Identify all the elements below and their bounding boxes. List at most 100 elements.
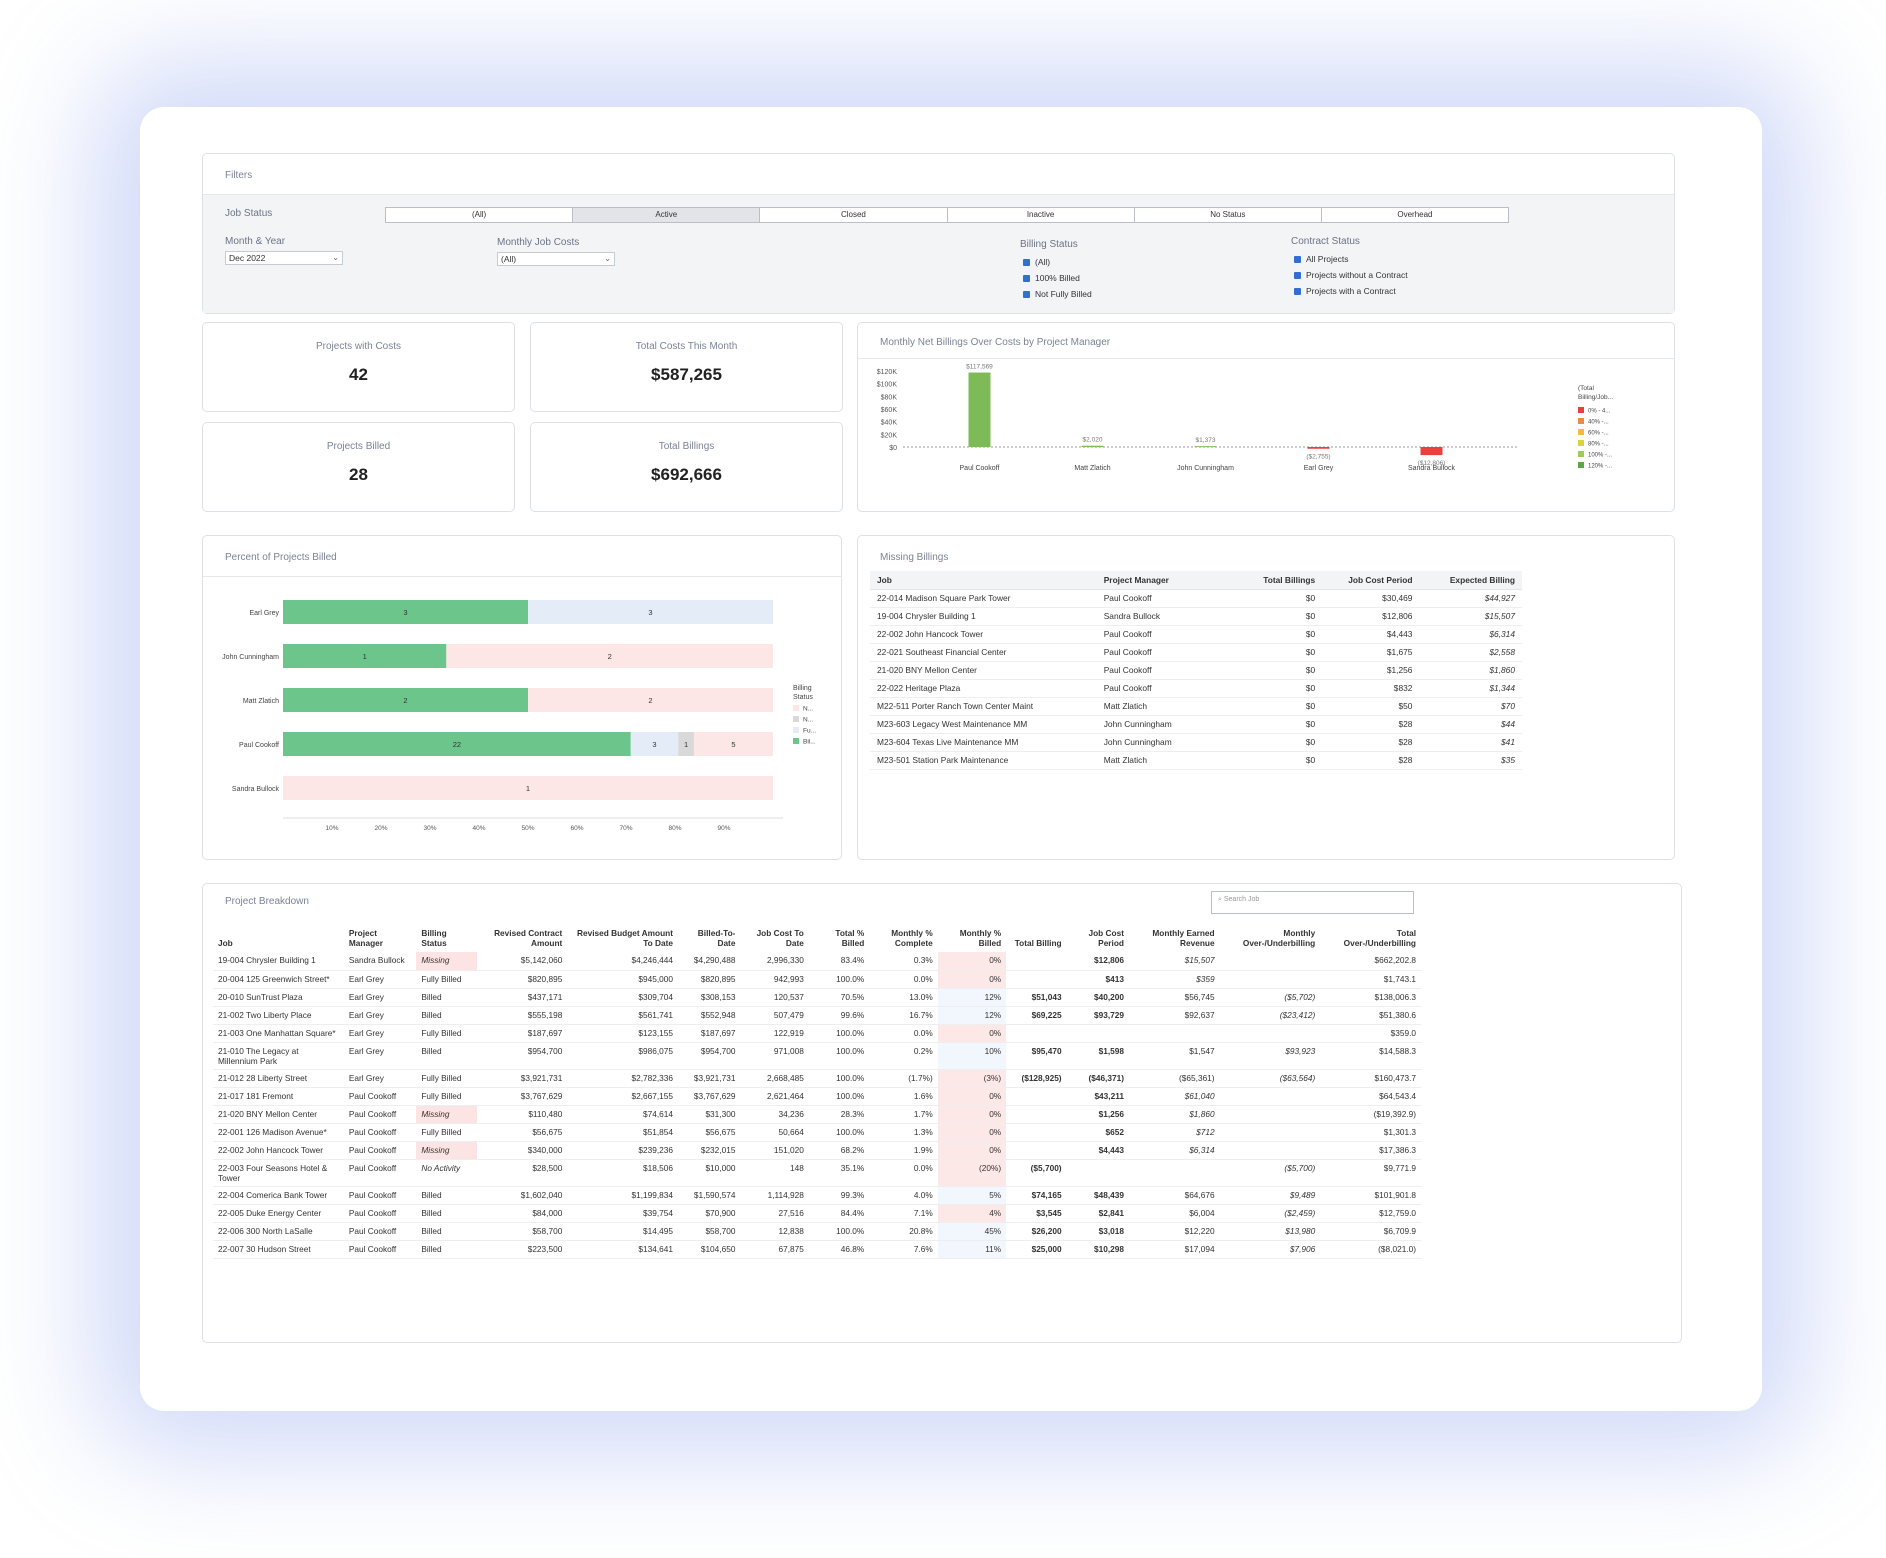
column-header[interactable]: Revised Contract Amount [494,928,563,948]
table-row[interactable]: 22-022 Heritage Plaza Paul Cookoff $0 $832 $… [870,679,1522,698]
column-header[interactable]: Monthly Over-/Underbilling [1242,928,1316,948]
bar-segment[interactable] [678,732,694,756]
bar[interactable] [968,372,991,447]
table-cell: $3,018 [1066,1222,1129,1241]
table-row[interactable]: 22-005 Duke Energy Center Paul Cookoff Bil… [213,1204,1421,1223]
table-row[interactable]: 19-004 Chrysler Building 1 Sandra Bullock… [213,952,1421,971]
bar-segment[interactable] [528,600,773,624]
column-header[interactable]: Revised Budget Amount To Date [576,928,674,948]
billing-status-checkbox-not-fully[interactable]: Not Fully Billed [1023,289,1092,299]
table-cell: ($65,361) [1128,1069,1220,1088]
contract-status-checkbox-all[interactable]: All Projects [1294,254,1349,264]
bar[interactable] [1420,447,1443,456]
data-label: ($12,806) [1418,460,1446,467]
bar[interactable] [1081,445,1104,447]
table-row[interactable]: 20-010 SunTrust Plaza Earl Grey Billed $437… [213,988,1421,1007]
bar-segment[interactable] [693,732,773,756]
table-row[interactable]: 22-021 Southeast Financial Center Paul Co… [870,643,1522,662]
column-header[interactable]: Total Billing [1014,938,1062,948]
table-row[interactable]: M23-603 Legacy West Maintenance MM John C… [870,715,1522,734]
column-header[interactable]: Job Cost To Date [756,928,804,948]
table-row[interactable]: 22-006 300 North LaSalle Paul Cookoff Bill… [213,1222,1421,1241]
job-status-option-inactive[interactable]: Inactive [948,208,1135,222]
column-header[interactable]: Job Cost Period [1088,928,1124,948]
table-cell: Paul Cookoff [343,1159,417,1187]
table-row[interactable]: 21-020 BNY Mellon Center Paul Cookoff $0 $1… [870,661,1522,680]
table-row[interactable]: 22-001 126 Madison Avenue* Paul Cookoff Fu… [213,1123,1421,1142]
column-header[interactable]: Project Manager [1096,571,1234,590]
column-header[interactable]: Job [870,571,1097,590]
table-cell: 0% [937,952,1007,971]
column-header[interactable]: Expected Billing [1419,571,1522,590]
job-status-option-closed[interactable]: Closed [760,208,948,222]
bar-segment[interactable] [528,688,773,712]
table-cell: ($5,702) [1219,988,1321,1007]
table-row[interactable]: 22-002 John Hancock Tower Paul Cookoff $0 $… [870,625,1522,644]
table-cell: Earl Grey [343,988,417,1007]
table-row[interactable]: 22-007 30 Hudson Street Paul Cookoff Bille… [213,1240,1421,1259]
bar[interactable] [1307,447,1330,449]
column-header[interactable]: Total Billings [1233,571,1323,590]
column-header[interactable]: Project Manager [348,928,383,948]
column-header[interactable]: Billing Status [421,928,447,948]
table-cell: $0 [1233,715,1323,734]
search-icon: ⌕ [1218,896,1222,903]
legend-title: Billing [793,685,812,692]
table-row[interactable]: 22-002 John Hancock Tower Paul Cookoff Mis… [213,1141,1421,1160]
table-row[interactable]: 22-003 Four Seasons Hotel & Tower Paul Co… [213,1159,1421,1187]
checkbox-label: (All) [1035,257,1051,267]
table-cell: $44 [1419,715,1522,734]
contract-status-checkbox-without[interactable]: Projects without a Contract [1294,270,1408,280]
bar-segment[interactable] [283,732,631,756]
bar-segment[interactable] [446,644,773,668]
table-cell: 22-003 Four Seasons Hotel & Tower [213,1159,344,1187]
column-header[interactable]: Job Cost Period [1322,571,1420,590]
job-status-option-active[interactable]: Active [573,208,761,222]
billing-status-checkbox-all[interactable]: (All) [1023,257,1050,267]
job-status-option-no-status[interactable]: No Status [1135,208,1322,222]
table-row[interactable]: 20-004 125 Greenwich Street* Earl Grey Ful… [213,970,1421,989]
bar-segment[interactable] [283,644,447,668]
table-row[interactable]: 21-003 One Manhattan Square* Earl Grey Ful… [213,1024,1421,1043]
net-billings-chart-title: Monthly Net Billings Over Costs by Proje… [880,337,1111,348]
x-tick-label: 20% [374,825,387,832]
table-row[interactable]: 21-012 28 Liberty Street Earl Grey Fully B… [213,1069,1421,1088]
table-cell: 100.0% [808,1222,870,1241]
job-status-option-all[interactable]: (All) [386,208,574,222]
table-row[interactable]: 22-004 Comerica Bank Tower Paul Cookoff Bi… [213,1186,1421,1205]
table-row[interactable]: 21-002 Two Liberty Place Earl Grey Billed $… [213,1006,1421,1025]
billing-status-checkbox-100[interactable]: 100% Billed [1023,273,1080,283]
table-row[interactable]: M23-604 Texas Live Maintenance MM John Cu… [870,733,1522,752]
column-header[interactable]: Monthly % Complete [891,928,933,948]
column-header[interactable]: Billed-To-Date [697,928,736,948]
missing-billings-table: Job Project Manager Total Billings Job Cost… [870,571,1522,770]
column-header[interactable]: Total Over-/Underbilling [1343,928,1416,948]
search-job-input[interactable]: ⌕ Search Job [1211,891,1414,914]
month-year-select[interactable]: Dec 2022 ⌄ [225,251,343,265]
column-header[interactable]: Total % Billed [835,928,865,948]
table-row[interactable]: 22-014 Madison Square Park Tower Paul Coo… [870,589,1522,608]
job-status-option-overhead[interactable]: Overhead [1397,210,1433,219]
table-row[interactable]: M23-501 Station Park Maintenance Matt Zla… [870,751,1522,770]
table-row[interactable]: 21-017 181 Fremont Paul Cookoff Fully Bill… [213,1087,1421,1106]
bar[interactable] [1194,446,1217,447]
bar-segment[interactable] [283,688,528,712]
contract-status-checkbox-with[interactable]: Projects with a Contract [1294,286,1396,296]
monthly-job-costs-select[interactable]: (All) ⌄ [497,252,615,266]
table-row[interactable]: M22-511 Porter Ranch Town Center Maint Ma… [870,697,1522,716]
column-header[interactable]: Monthly % Billed [959,928,1002,948]
column-header[interactable]: Monthly Earned Revenue [1152,928,1215,948]
table-row[interactable]: 19-004 Chrysler Building 1 Sandra Bullock… [870,607,1522,626]
table-row[interactable]: 21-010 The Legacy at Millennium Park Earl… [213,1042,1421,1070]
table-cell: $2,841 [1066,1204,1129,1223]
table-cell: 21-002 Two Liberty Place [213,1006,344,1025]
bar-segment[interactable] [283,776,773,800]
table-cell: $58,700 [476,1222,568,1241]
table-cell: $69,225 [1006,1006,1067,1025]
table-cell: 507,479 [740,1006,809,1025]
column-header[interactable]: Job [218,938,233,948]
bar-segment[interactable] [283,600,528,624]
bar-segment[interactable] [630,732,679,756]
table-row[interactable]: 21-020 BNY Mellon Center Paul Cookoff Miss… [213,1105,1421,1124]
segment-label: 1 [684,740,688,749]
